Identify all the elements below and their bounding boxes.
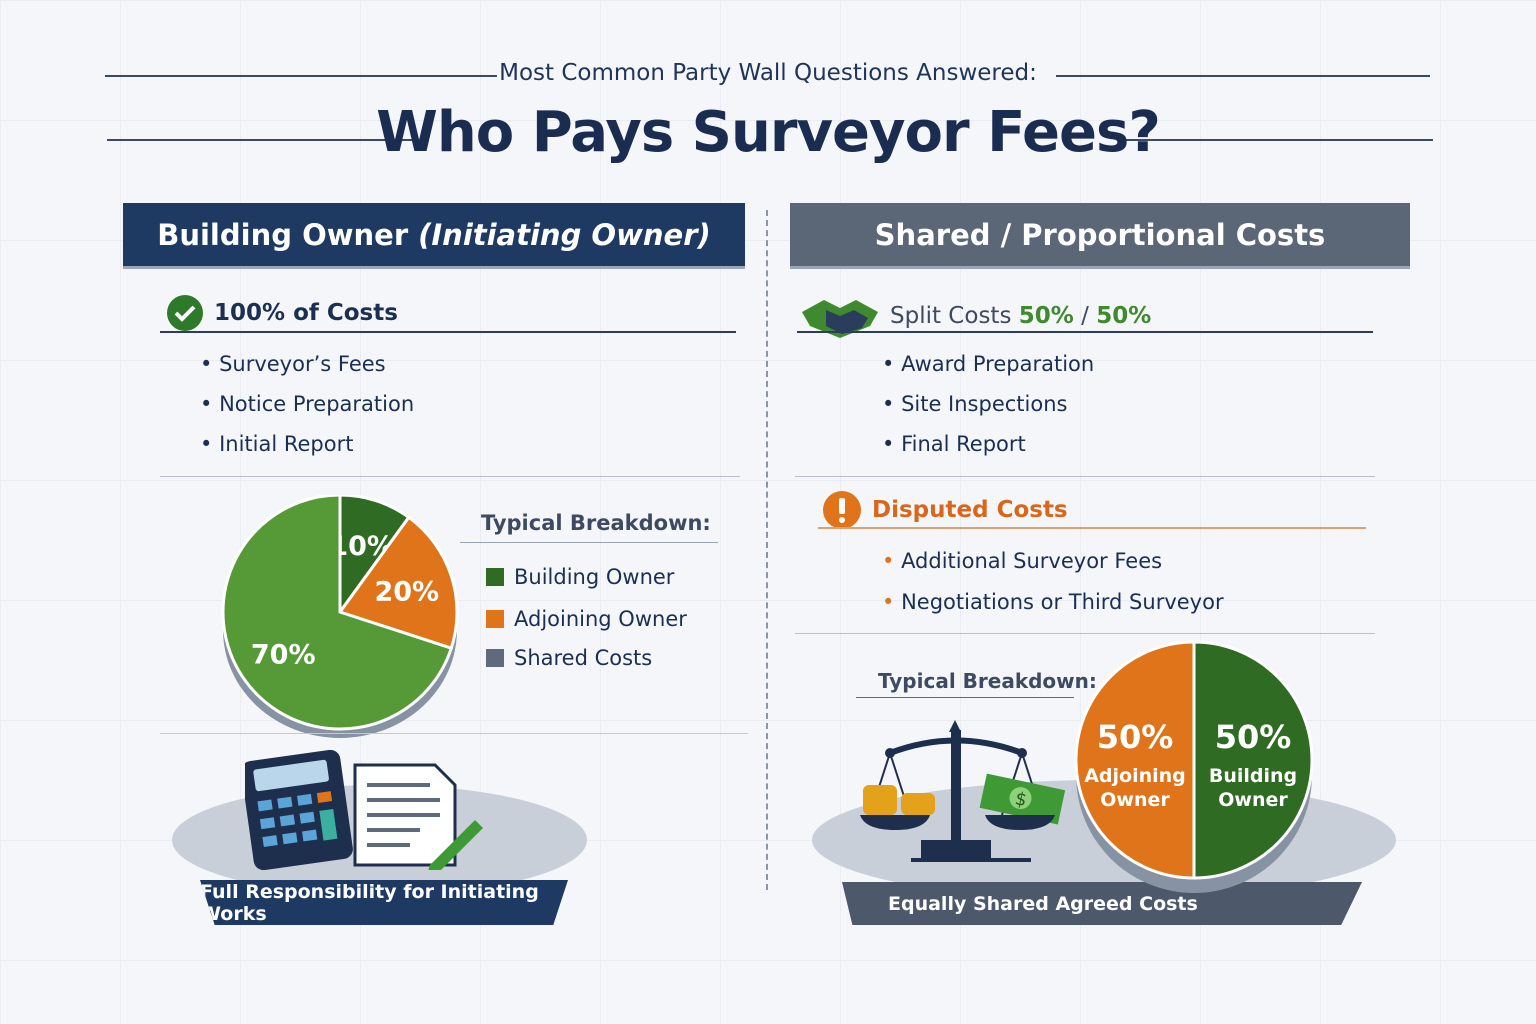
divider xyxy=(818,527,1366,529)
divider xyxy=(160,331,736,333)
pie-slice-name: Owner xyxy=(1100,789,1170,811)
left-caption: Full Responsibility for Initiating Works xyxy=(200,880,568,925)
scales-icon: $ xyxy=(860,720,1066,862)
list-item: Negotiations or Third Surveyor xyxy=(882,590,1224,614)
page-subtitle: Most Common Party Wall Questions Answere… xyxy=(499,60,1037,86)
legend-shared-costs: Shared Costs xyxy=(486,646,652,670)
column-divider xyxy=(766,210,768,890)
legend-swatch xyxy=(486,649,504,667)
header-italic: (Initiating Owner) xyxy=(418,217,711,252)
divider xyxy=(795,476,1375,477)
divider xyxy=(160,733,748,734)
divider xyxy=(460,542,718,543)
list-item: Initial Report xyxy=(200,432,353,456)
disputed-costs-section: Disputed Costs xyxy=(822,490,1068,530)
page-title: Who Pays Surveyor Fees? xyxy=(376,100,1161,165)
check-circle-icon xyxy=(167,295,203,331)
legend-label: Shared Costs xyxy=(514,646,653,670)
section-title: 100% of Costs xyxy=(214,300,398,326)
legend-adjoining-owner: Adjoining Owner xyxy=(486,607,687,631)
split-a: 50% xyxy=(1018,303,1074,329)
pie-slice xyxy=(221,495,454,731)
split-costs-section: Split Costs 50% / 50% xyxy=(800,292,1151,340)
full-costs-section: 100% of Costs xyxy=(166,294,398,332)
pie-slice-name: Owner xyxy=(1218,789,1288,811)
legend-label: Adjoining Owner xyxy=(514,607,687,631)
split-separator: / xyxy=(1081,303,1089,329)
handshake-icon xyxy=(802,300,878,338)
pie-slice-label: 20% xyxy=(374,576,439,607)
legend-label: Building Owner xyxy=(514,565,675,589)
legend-building-owner: Building Owner xyxy=(486,565,674,589)
pie-slice-label: 50% xyxy=(1215,718,1292,756)
divider xyxy=(107,139,412,141)
pie-slice-name: Adjoining xyxy=(1084,765,1186,787)
divider xyxy=(1056,75,1430,77)
svg-text:$: $ xyxy=(1013,788,1029,811)
list-item: Notice Preparation xyxy=(200,392,414,416)
list-item: Site Inspections xyxy=(882,392,1067,416)
warning-icon xyxy=(823,491,861,529)
left-pie-chart: 10%20%70% xyxy=(221,495,459,738)
breakdown-title: Typical Breakdown: xyxy=(878,669,1097,693)
pie-slice xyxy=(1074,640,1196,880)
divider xyxy=(160,476,740,477)
list-item: Final Report xyxy=(882,432,1026,456)
building-owner-header: Building Owner (Initiating Owner) xyxy=(123,203,745,266)
pie-slice-label: 70% xyxy=(251,639,316,670)
split-b: 50% xyxy=(1096,303,1152,329)
divider xyxy=(1124,139,1433,141)
right-caption: Equally Shared Agreed Costs xyxy=(842,882,1362,925)
section-title: Disputed Costs xyxy=(872,497,1068,523)
pie-slice xyxy=(337,515,459,651)
list-item: Surveyor’s Fees xyxy=(200,352,386,376)
breakdown-title: Typical Breakdown: xyxy=(481,511,711,535)
pie-slice-label: 50% xyxy=(1097,718,1174,756)
divider xyxy=(797,331,1373,333)
shared-costs-header: Shared / Proportional Costs xyxy=(790,203,1410,266)
pie-slice-name: Building xyxy=(1209,765,1297,787)
calculator-document-icon xyxy=(245,750,483,870)
list-item: Additional Surveyor Fees xyxy=(882,549,1162,573)
divider xyxy=(105,75,497,77)
split-label: Split Costs xyxy=(890,303,1012,329)
pie-slice xyxy=(1192,640,1314,880)
legend-swatch xyxy=(486,568,504,586)
divider xyxy=(856,697,1074,698)
header-text: Building Owner xyxy=(157,217,409,252)
legend-swatch xyxy=(486,610,504,628)
list-item: Award Preparation xyxy=(882,352,1094,376)
divider xyxy=(795,633,1375,634)
